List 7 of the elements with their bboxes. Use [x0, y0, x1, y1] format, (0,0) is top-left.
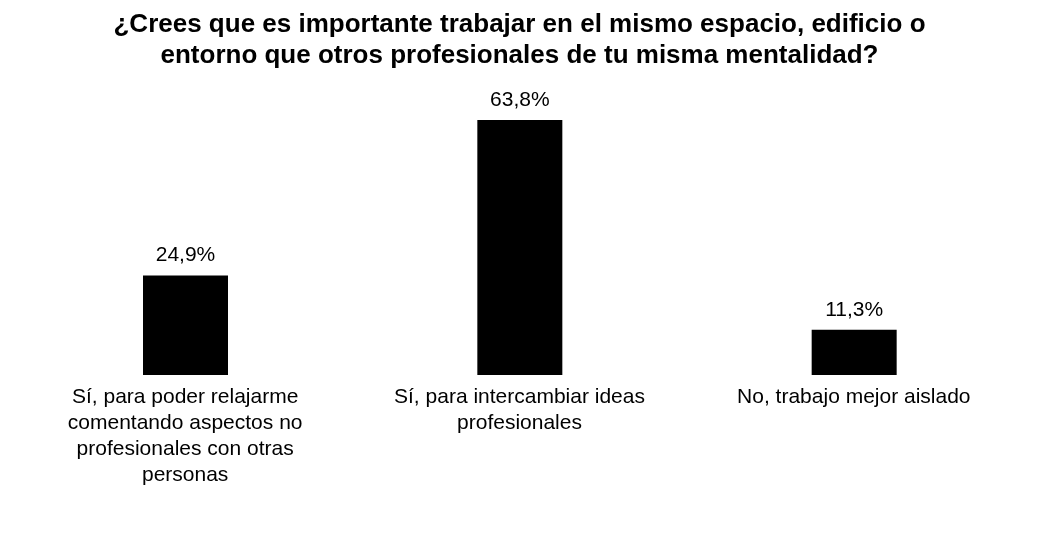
data-label: 63,8%: [490, 87, 550, 110]
data-label: 24,9%: [155, 242, 216, 266]
data-label: 11,3%: [825, 296, 884, 320]
chart-title: ¿Crees que es importante trabajar en el mismo espacio, edificio o entorno que otros profesionales de tu misma mentalidad?: [112, 8, 927, 70]
x-tick-label: Sí, para poder relajarme comentando aspectos no profesionales con otras personas: [67, 384, 303, 485]
x-tick-label: Sí, para intercambiar ideas profesionales: [394, 384, 645, 433]
x-tick-label: No, trabajo mejor aislado: [737, 384, 971, 407]
